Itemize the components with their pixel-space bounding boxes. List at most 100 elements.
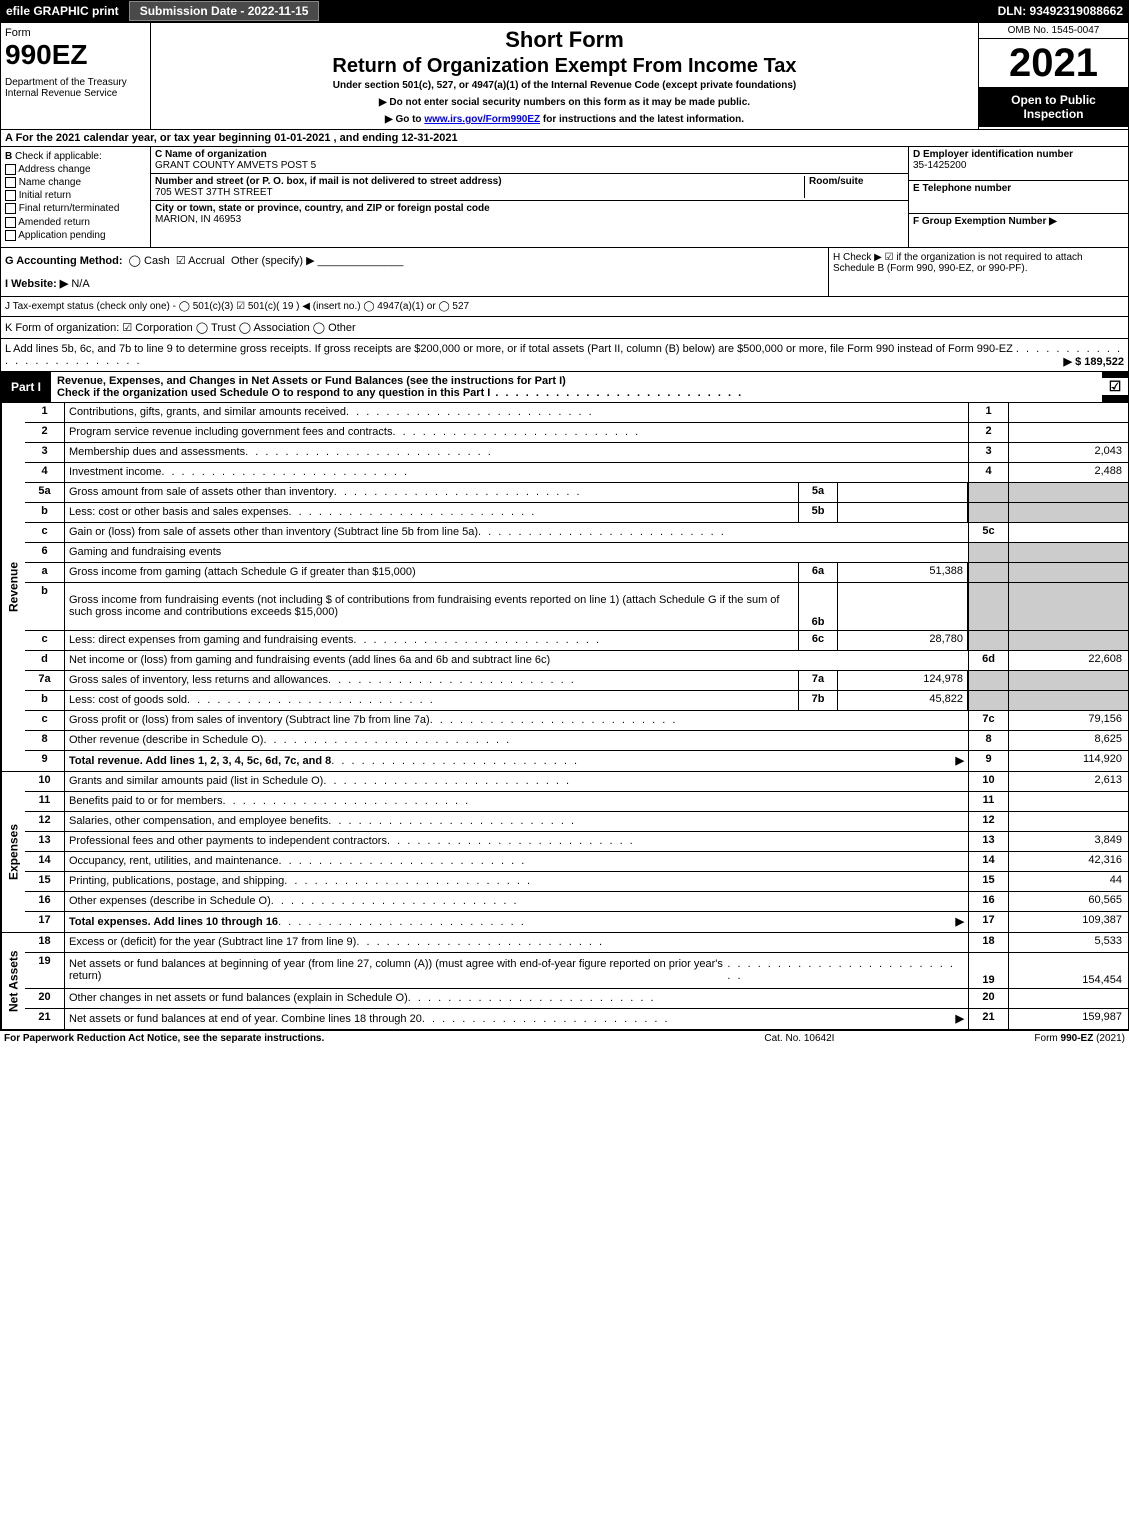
cell-addr: Number and street (or P. O. box, if mail… [151, 174, 908, 201]
topbar: efile GRAPHIC print Submission Date - 20… [0, 0, 1129, 22]
line-11: 11 Benefits paid to or for members 11 [25, 792, 1128, 812]
part-1-tab: Part I [1, 377, 51, 397]
footer-left: For Paperwork Reduction Act Notice, see … [4, 1033, 324, 1044]
line-5b: b Less: cost or other basis and sales ex… [25, 503, 1128, 523]
line-6c: c Less: direct expenses from gaming and … [25, 631, 1128, 651]
g-accrual: Accrual [188, 255, 225, 267]
line-6b: b Gross income from fundraising events (… [25, 583, 1128, 631]
line-7a: 7a Gross sales of inventory, less return… [25, 671, 1128, 691]
bullet-2-post: for instructions and the latest informat… [540, 114, 744, 125]
line-9: 9 Total revenue. Add lines 1, 2, 3, 4, 5… [25, 751, 1128, 771]
cell-name: C Name of organization GRANT COUNTY AMVE… [151, 147, 908, 174]
ein-value: 35-1425200 [913, 160, 966, 171]
website-value: N/A [71, 278, 89, 290]
line-14: 14 Occupancy, rent, utilities, and maint… [25, 852, 1128, 872]
line-1: 1 Contributions, gifts, grants, and simi… [25, 403, 1128, 423]
line-6a: a Gross income from gaming (attach Sched… [25, 563, 1128, 583]
row-h: H Check ▶ ☑ if the organization is not r… [828, 248, 1128, 296]
line-2: 2 Program service revenue including gove… [25, 423, 1128, 443]
cell-d: D Employer identification number 35-1425… [909, 147, 1128, 181]
row-gh: G Accounting Method: ◯ Cash ☑ Accrual Ot… [0, 248, 1129, 297]
col-c: C Name of organization GRANT COUNTY AMVE… [151, 147, 908, 247]
room-hdr: Room/suite [809, 176, 863, 187]
col-b: B Check if applicable: Address change Na… [1, 147, 151, 247]
g-cash: Cash [144, 255, 170, 267]
form-word: Form [5, 27, 146, 39]
chk-final-return[interactable]: Final return/terminated [5, 203, 146, 214]
grid-netassets: Net Assets 18 Excess or (deficit) for th… [0, 933, 1129, 1030]
org-addr: 705 WEST 37TH STREET [155, 187, 273, 198]
part-1-title: Revenue, Expenses, and Changes in Net As… [51, 372, 1102, 402]
line-12: 12 Salaries, other compensation, and emp… [25, 812, 1128, 832]
submission-date-button[interactable]: Submission Date - 2022-11-15 [129, 1, 320, 21]
form-header: Form 990EZ Department of the Treasury In… [0, 22, 1129, 130]
footer: For Paperwork Reduction Act Notice, see … [0, 1030, 1129, 1046]
footer-right: Form 990-EZ (2021) [1034, 1033, 1125, 1044]
bullet-2: ▶ Go to www.irs.gov/Form990EZ for instru… [155, 114, 974, 125]
row-l: L Add lines 5b, 6c, and 7b to line 9 to … [0, 339, 1129, 372]
org-city: MARION, IN 46953 [155, 214, 241, 225]
line-15: 15 Printing, publications, postage, and … [25, 872, 1128, 892]
section-bcdef: B Check if applicable: Address change Na… [0, 147, 1129, 248]
c-addr-hdr: Number and street (or P. O. box, if mail… [155, 176, 502, 187]
part-1-header: Part I Revenue, Expenses, and Changes in… [0, 372, 1129, 403]
chk-application-pending[interactable]: Application pending [5, 230, 146, 241]
c-name-hdr: C Name of organization [155, 149, 267, 160]
cell-city: City or town, state or province, country… [151, 201, 908, 227]
l-text: L Add lines 5b, 6c, and 7b to line 9 to … [5, 343, 1013, 355]
l-amount: ▶ $ 189,522 [1064, 355, 1124, 368]
b-hdr: B [5, 151, 12, 162]
line-20: 20 Other changes in net assets or fund b… [25, 989, 1128, 1009]
line-17: 17 Total expenses. Add lines 10 through … [25, 912, 1128, 932]
line-13: 13 Professional fees and other payments … [25, 832, 1128, 852]
line-19: 19 Net assets or fund balances at beginn… [25, 953, 1128, 989]
open-to-public-label: Open to Public Inspection [979, 87, 1128, 127]
chk-amended-return[interactable]: Amended return [5, 217, 146, 228]
line-21: 21 Net assets or fund balances at end of… [25, 1009, 1128, 1029]
g-other: Other (specify) ▶ [231, 255, 315, 267]
cell-f: F Group Exemption Number ▶ [909, 214, 1128, 247]
line-16: 16 Other expenses (describe in Schedule … [25, 892, 1128, 912]
grid-expenses: Expenses 10 Grants and similar amounts p… [0, 772, 1129, 933]
year-label: 2021 [979, 39, 1128, 87]
chk-initial-return[interactable]: Initial return [5, 190, 146, 201]
efile-label: efile GRAPHIC print [0, 2, 125, 20]
chk-name-change[interactable]: Name change [5, 177, 146, 188]
bullet-1: ▶ Do not enter social security numbers o… [155, 97, 974, 108]
g-label: G Accounting Method: [5, 255, 123, 267]
omb-label: OMB No. 1545-0047 [979, 23, 1128, 39]
line-3: 3 Membership dues and assessments 3 2,04… [25, 443, 1128, 463]
line-7b: b Less: cost of goods sold 7b 45,822 [25, 691, 1128, 711]
b-check-label: Check if applicable: [15, 151, 102, 162]
line-5a: 5a Gross amount from sale of assets othe… [25, 483, 1128, 503]
e-hdr: E Telephone number [913, 183, 1011, 194]
side-netassets: Net Assets [1, 933, 25, 1029]
row-k: K Form of organization: ☑ Corporation ◯ … [0, 317, 1129, 339]
header-left: Form 990EZ Department of the Treasury In… [1, 23, 151, 129]
form-number: 990EZ [5, 39, 146, 71]
line-6: 6 Gaming and fundraising events [25, 543, 1128, 563]
side-expenses: Expenses [1, 772, 25, 932]
dln-label: DLN: 93492319088662 [992, 2, 1129, 20]
line-10: 10 Grants and similar amounts paid (list… [25, 772, 1128, 792]
header-mid: Short Form Return of Organization Exempt… [151, 23, 978, 129]
f-hdr: F Group Exemption Number ▶ [913, 216, 1057, 227]
bullet-2-pre: ▶ Go to [385, 114, 424, 125]
row-g: G Accounting Method: ◯ Cash ☑ Accrual Ot… [1, 248, 828, 296]
form-subtitle: Under section 501(c), 527, or 4947(a)(1)… [155, 80, 974, 91]
line-4: 4 Investment income 4 2,488 [25, 463, 1128, 483]
short-form-title: Short Form [155, 27, 974, 53]
line-7c: c Gross profit or (loss) from sales of i… [25, 711, 1128, 731]
i-label: I Website: ▶ [5, 278, 68, 290]
part-1-check: ☑ [1102, 378, 1128, 395]
chk-address-change[interactable]: Address change [5, 164, 146, 175]
row-j: J Tax-exempt status (check only one) - ◯… [0, 297, 1129, 317]
header-right: OMB No. 1545-0047 2021 Open to Public In… [978, 23, 1128, 129]
line-18: 18 Excess or (deficit) for the year (Sub… [25, 933, 1128, 953]
d-hdr: D Employer identification number [913, 149, 1073, 160]
c-city-hdr: City or town, state or province, country… [155, 203, 490, 214]
footer-center: Cat. No. 10642I [764, 1033, 834, 1044]
form-title: Return of Organization Exempt From Incom… [155, 55, 974, 78]
irs-link[interactable]: www.irs.gov/Form990EZ [424, 114, 540, 125]
side-revenue: Revenue [1, 403, 25, 771]
